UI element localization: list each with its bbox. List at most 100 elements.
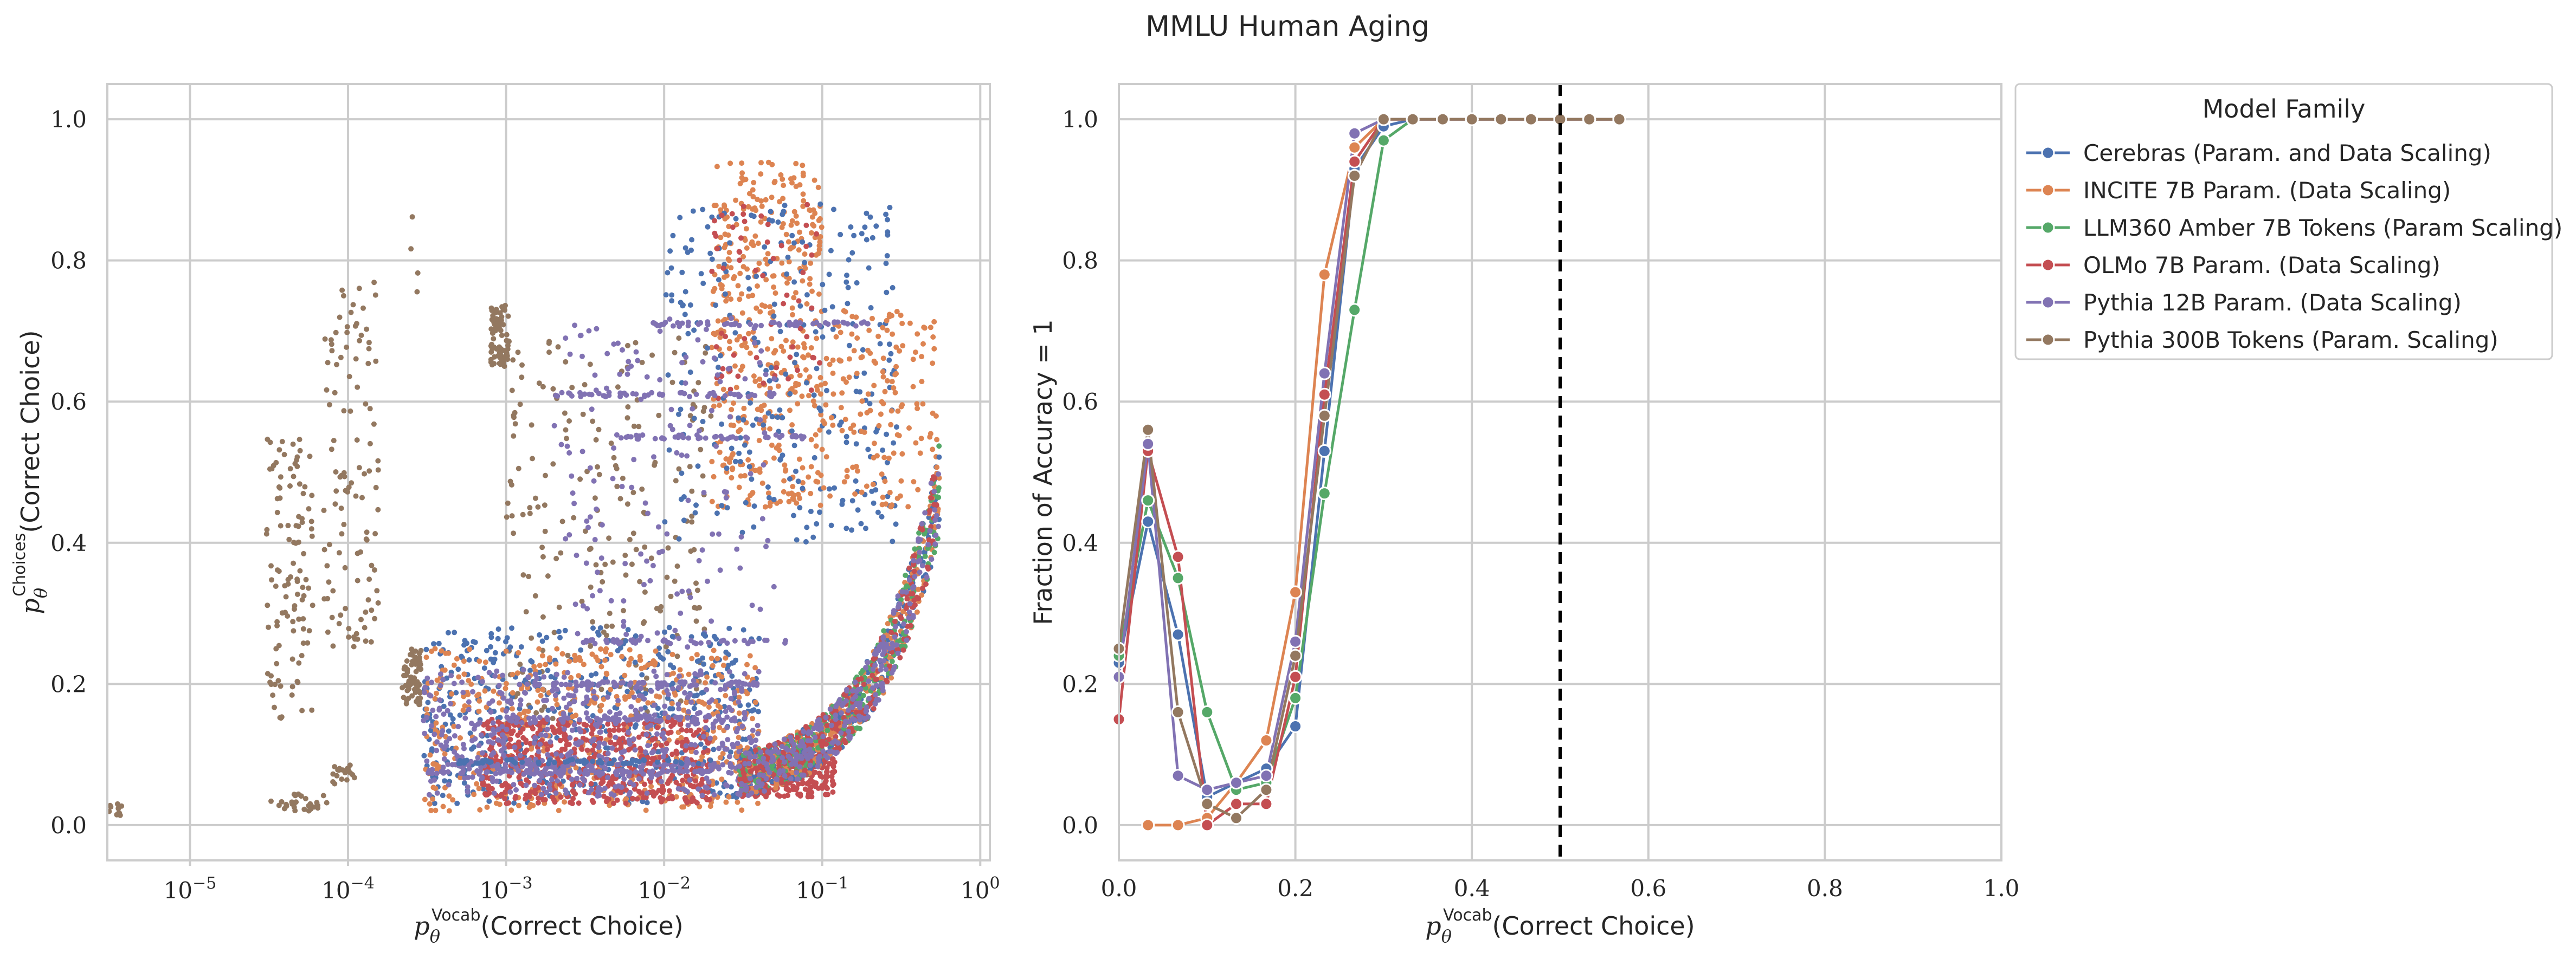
scatter-point <box>663 292 669 298</box>
scatter-point <box>443 650 449 656</box>
scatter-point <box>712 230 718 236</box>
scatter-point <box>655 772 661 777</box>
scatter-point <box>621 776 627 782</box>
scatter-point <box>705 748 711 754</box>
scatter-point <box>268 798 274 804</box>
scatter-point <box>888 351 894 357</box>
scatter-point <box>604 351 610 357</box>
scatter-point <box>669 426 675 432</box>
scatter-point <box>554 671 559 677</box>
scatter-point <box>457 712 463 718</box>
scatter-point <box>846 356 852 362</box>
scatter-panel: 10−5 10−4 10−3 10−2 10−1 100 0.00.20.40.60.81… <box>10 83 1000 947</box>
scatter-point <box>763 277 769 283</box>
scatter-point <box>624 769 630 775</box>
scatter-point <box>588 672 594 678</box>
scatter-point <box>529 422 534 428</box>
scatter-point <box>335 767 341 773</box>
scatter-point <box>724 714 730 720</box>
scatter-point <box>468 681 474 687</box>
scatter-point <box>698 320 704 326</box>
scatter-point <box>775 219 781 225</box>
scatter-point <box>523 740 529 746</box>
scatter-point <box>545 573 551 579</box>
scatter-point <box>680 786 686 792</box>
scatter-point <box>727 160 733 166</box>
scatter-point <box>511 433 517 439</box>
scatter-point <box>682 312 688 317</box>
scatter-point <box>679 727 685 733</box>
scatter-point <box>690 208 696 214</box>
scatter-point <box>624 501 630 507</box>
scatter-point <box>424 675 430 681</box>
scatter-point <box>622 553 628 558</box>
scatter-point <box>325 360 331 366</box>
scatter-point <box>587 718 593 724</box>
scatter-point <box>854 468 860 474</box>
scatter-point <box>728 296 734 302</box>
scatter-point <box>580 411 586 417</box>
scatter-point <box>590 799 596 805</box>
scatter-point <box>500 738 506 744</box>
scatter-point <box>427 692 433 698</box>
scatter-point <box>537 632 543 638</box>
scatter-point <box>532 495 538 501</box>
scatter-point <box>695 761 701 767</box>
scatter-point <box>730 224 736 230</box>
scatter-point <box>703 784 709 790</box>
scatter-point <box>481 665 487 671</box>
scatter-point <box>886 455 892 461</box>
scatter-point <box>703 633 709 639</box>
scatter-point <box>680 302 686 308</box>
scatter-point <box>688 548 694 554</box>
scatter-point <box>566 532 572 538</box>
scatter-point <box>371 280 377 286</box>
scatter-point <box>887 205 893 210</box>
scatter-point <box>362 625 368 631</box>
scatter-point <box>568 800 573 806</box>
scatter-point <box>838 405 844 411</box>
scatter-point <box>795 367 800 373</box>
scatter-point <box>604 638 609 644</box>
scatter-point <box>610 559 616 565</box>
scatter-point <box>574 775 580 781</box>
scatter-point <box>693 778 699 784</box>
scatter-point <box>817 216 823 222</box>
scatter-point <box>512 744 518 750</box>
scatter-point <box>739 170 745 176</box>
scatter-point <box>686 671 692 677</box>
scatter-point <box>710 711 716 717</box>
scatter-point <box>624 415 630 421</box>
scatter-point <box>736 450 742 456</box>
scatter-point <box>364 529 370 535</box>
scatter-point <box>604 756 609 762</box>
scatter-point <box>627 721 633 727</box>
scatter-point <box>722 321 727 327</box>
scatter-point <box>372 292 378 298</box>
scatter-point <box>636 433 642 439</box>
scatter-point <box>293 799 299 805</box>
scatter-point <box>741 405 747 411</box>
scatter-point <box>797 495 803 501</box>
scatter-point <box>777 322 783 328</box>
scatter-point <box>751 213 757 219</box>
scatter-point <box>793 434 799 440</box>
scatter-point <box>530 802 536 808</box>
scatter-point <box>698 271 704 277</box>
scatter-point <box>712 735 718 741</box>
scatter-point <box>625 627 631 633</box>
scatter-point <box>333 329 339 335</box>
scatter-point <box>424 758 430 764</box>
scatter-point <box>618 680 624 686</box>
scatter-point <box>363 609 369 615</box>
scatter-point <box>659 769 665 775</box>
scatter-point <box>742 237 748 243</box>
scatter-point <box>549 776 555 782</box>
scatter-point <box>538 792 544 798</box>
scatter-point <box>810 354 816 360</box>
scatter-point <box>660 730 666 736</box>
scatter-point <box>775 792 781 798</box>
scatter-point <box>433 786 439 792</box>
scatter-point <box>678 760 684 766</box>
scatter-point <box>434 690 439 696</box>
